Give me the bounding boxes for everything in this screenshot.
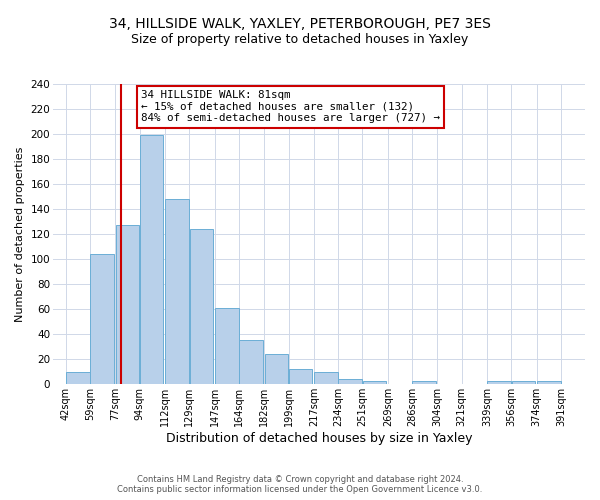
Bar: [338, 380, 362, 384]
Bar: [537, 380, 560, 384]
Bar: [116, 226, 139, 384]
Bar: [140, 136, 163, 384]
Bar: [239, 340, 263, 384]
Bar: [166, 199, 189, 384]
Bar: [314, 372, 338, 384]
Bar: [265, 354, 288, 384]
Text: Contains HM Land Registry data © Crown copyright and database right 2024.: Contains HM Land Registry data © Crown c…: [137, 475, 463, 484]
Bar: [362, 380, 386, 384]
Bar: [190, 229, 213, 384]
Text: 34, HILLSIDE WALK, YAXLEY, PETERBOROUGH, PE7 3ES: 34, HILLSIDE WALK, YAXLEY, PETERBOROUGH,…: [109, 18, 491, 32]
Text: Size of property relative to detached houses in Yaxley: Size of property relative to detached ho…: [131, 32, 469, 46]
Bar: [512, 380, 535, 384]
Y-axis label: Number of detached properties: Number of detached properties: [15, 146, 25, 322]
Text: Contains public sector information licensed under the Open Government Licence v3: Contains public sector information licen…: [118, 485, 482, 494]
Text: 34 HILLSIDE WALK: 81sqm
← 15% of detached houses are smaller (132)
84% of semi-d: 34 HILLSIDE WALK: 81sqm ← 15% of detache…: [141, 90, 440, 124]
Bar: [215, 308, 239, 384]
Bar: [289, 370, 313, 384]
Bar: [90, 254, 114, 384]
Bar: [66, 372, 89, 384]
Bar: [412, 380, 436, 384]
Bar: [487, 380, 511, 384]
X-axis label: Distribution of detached houses by size in Yaxley: Distribution of detached houses by size …: [166, 432, 472, 445]
